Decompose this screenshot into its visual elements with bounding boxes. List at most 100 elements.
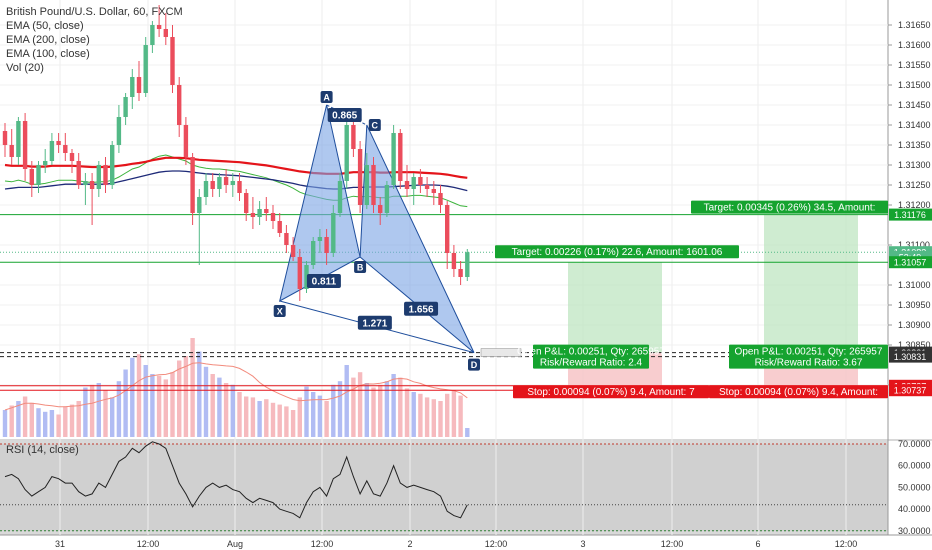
volume-bar [36,408,41,437]
volume-bar [257,401,262,437]
volume-bar [324,401,329,437]
time-tick-label: 12:00 [311,539,334,549]
volume-bar [290,410,296,437]
candle-body [63,145,68,153]
volume-bar [83,387,88,437]
pattern-point-badge [273,305,286,317]
candle-body [96,165,101,189]
candle-body [210,181,215,189]
volume-bar [418,393,423,437]
price-tick-label: 1.30850 [898,340,931,350]
price-tag-label: 1.30831 [894,352,927,362]
price-tag [889,384,932,397]
candle-body [49,141,55,161]
volume-bar [237,392,242,437]
volume-bar [156,375,162,437]
candle-body [136,77,142,93]
rsi-legend[interactable]: RSI (14, close) [6,444,79,456]
volume-bar [9,405,14,437]
stop-label-2-box [709,385,888,399]
pattern-point-label: B [357,263,364,273]
candle-body [244,193,249,213]
volume-bar [451,390,457,437]
volume-bar [270,402,276,437]
price-tag [889,350,932,363]
volume-bar [217,377,222,437]
rsi-tick-label: 30.0000 [898,526,931,536]
volume-bar [89,384,95,437]
time-tick-label: Aug [227,539,243,549]
pattern-point-badge [354,261,367,273]
pattern-point-label: C [372,121,379,131]
volume-bar [357,372,363,437]
study-ema-50[interactable]: EMA (50, close) [6,20,84,32]
target-label-2-text: Target: 0.00345 (0.26%) 34.5, Amount: [704,203,876,214]
pattern-point-label: A [323,93,330,103]
volume-bar [56,414,61,437]
price-tag-label: 1.30737 [894,386,927,396]
candle-body [418,177,423,185]
symbol-title[interactable]: British Pound/U.S. Dollar, 60, FXCM [6,6,183,18]
candle-body [143,45,148,93]
candle-body [398,133,403,181]
volume-ma-line [4,362,468,411]
candle-body [384,185,390,213]
time-tick-label: 3 [580,539,585,549]
pnl-label-2-box [729,344,888,369]
profit-zone [568,262,662,353]
candle-body [69,153,75,161]
volume-bar [69,404,75,437]
volume-bar [378,384,383,437]
candle-body [458,269,463,277]
candle-body [264,209,269,213]
ratio-label: 0.811 [312,277,337,288]
stop-label-2-text: Stop: 0.00094 (0.07%) 9.4, Amount: [719,387,878,398]
volume-bar [445,393,450,437]
candle-body [203,181,209,197]
volume-bar [424,397,430,437]
volume-bar [163,379,168,437]
candle-body [297,257,302,289]
volume-bar [311,392,316,437]
pnl-label-2-text: Risk/Reward Ratio: 3.67 [755,358,863,369]
study-ema-200[interactable]: EMA (200, close) [6,34,90,46]
study-volume[interactable]: Vol (20) [6,62,44,74]
candle-body [337,181,343,213]
volume-bar [230,384,235,437]
price-tick-label: 1.30950 [898,300,931,310]
candle-body [190,157,195,213]
volume-bar [183,356,189,437]
price-tick-label: 1.31550 [898,60,931,70]
target-label-1-box [495,245,739,259]
candle-body [16,121,21,157]
candle-body [317,237,323,241]
time-tick-label: 6 [755,539,760,549]
price-tick-label: 1.31650 [898,20,931,30]
price-tick-label: 1.31400 [898,120,931,130]
volume-bar [458,395,463,437]
candle-body [110,145,115,185]
volume-bar [344,365,349,437]
candle-body [290,245,296,257]
time-tick-label: 2 [407,539,412,549]
candle-body [257,209,262,217]
ratio-label: 1.271 [362,318,387,329]
ema-100-line [4,156,468,179]
volume-bar [465,428,470,437]
candle-body [371,165,376,205]
candle-body [364,165,369,205]
price-tick-label: 1.31250 [898,180,931,190]
price-tick-label: 1.31450 [898,100,931,110]
candle-body [43,161,48,165]
stop-label-1-text: Stop: 0.00094 (0.07%) 9.4, Amount: 7 [527,387,695,398]
candle-body [89,181,95,189]
study-ema-100[interactable]: EMA (100, close) [6,48,90,60]
pnl-label-1-box [533,344,649,369]
price-tag-label: 1.31176 [894,210,926,220]
volume-bar [96,383,101,437]
time-tick-label: 12:00 [661,539,684,549]
volume-bar [16,401,21,437]
pattern-point-badge [368,119,381,131]
candle-body [378,205,383,213]
